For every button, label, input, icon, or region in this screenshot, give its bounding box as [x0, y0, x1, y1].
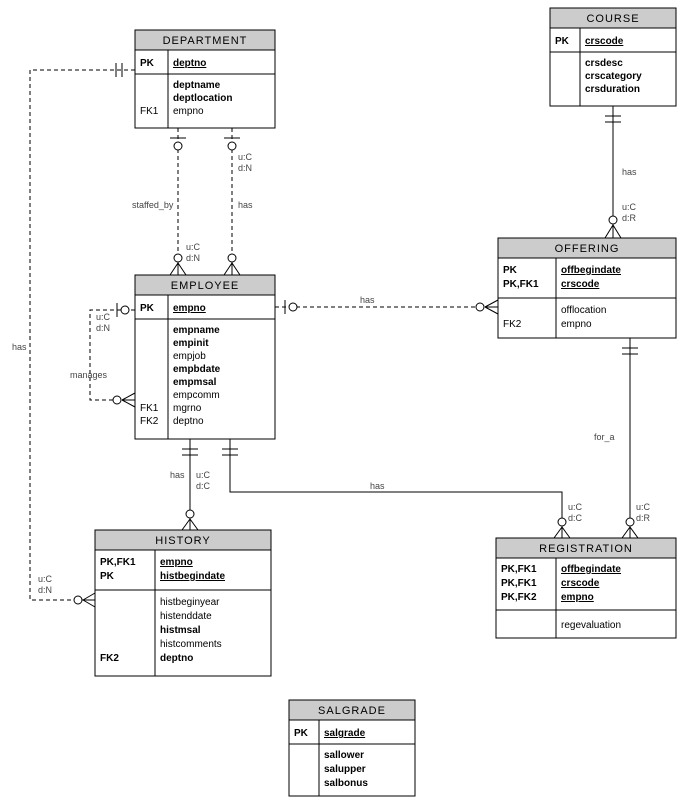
entity-history: HISTORY PK,FK1 PK empno histbegindate hi… — [95, 530, 271, 676]
svg-text:u:C: u:C — [196, 470, 211, 480]
svg-text:PK: PK — [294, 728, 309, 739]
rel-dept-has-emp-label: has — [238, 200, 253, 210]
svg-text:deptno: deptno — [173, 416, 204, 427]
svg-text:crscode: crscode — [561, 279, 600, 290]
svg-text:EMPLOYEE: EMPLOYEE — [171, 280, 240, 292]
svg-text:PK,FK1: PK,FK1 — [100, 557, 136, 568]
svg-text:empno: empno — [561, 592, 594, 603]
svg-text:d:C: d:C — [196, 481, 211, 491]
svg-text:DEPARTMENT: DEPARTMENT — [163, 35, 248, 47]
svg-text:empno: empno — [561, 319, 592, 330]
svg-text:PK: PK — [555, 36, 570, 47]
svg-text:PK: PK — [140, 303, 155, 314]
svg-text:u:C: u:C — [568, 502, 583, 512]
rel-emp-has-reg-label: has — [370, 481, 385, 491]
svg-text:d:N: d:N — [186, 253, 200, 263]
svg-text:d:R: d:R — [636, 513, 651, 523]
svg-text:empno: empno — [173, 303, 206, 314]
svg-text:d:N: d:N — [96, 323, 110, 333]
svg-text:empno: empno — [160, 557, 193, 568]
svg-text:offbegindate: offbegindate — [561, 265, 621, 276]
svg-text:histenddate: histenddate — [160, 611, 212, 622]
svg-text:REGISTRATION: REGISTRATION — [539, 543, 633, 555]
rel-emp-has-off-label: has — [360, 295, 375, 305]
svg-text:crscode: crscode — [561, 578, 600, 589]
svg-text:empbdate: empbdate — [173, 364, 221, 375]
svg-text:PK: PK — [100, 571, 115, 582]
svg-text:regevaluation: regevaluation — [561, 620, 621, 631]
entity-course: COURSE PK crscode crsdesc crscategory cr… — [550, 8, 676, 106]
svg-text:deptno: deptno — [173, 58, 206, 69]
entity-registration: REGISTRATION PK,FK1 PK,FK1 PK,FK2 offbeg… — [496, 538, 676, 638]
svg-text:d:N: d:N — [238, 163, 252, 173]
svg-text:PK,FK1: PK,FK1 — [503, 279, 539, 290]
svg-text:d:C: d:C — [568, 513, 583, 523]
svg-text:u:C: u:C — [636, 502, 651, 512]
svg-text:deptno: deptno — [160, 653, 193, 664]
svg-text:u:C: u:C — [622, 202, 637, 212]
svg-text:offlocation: offlocation — [561, 305, 606, 316]
svg-text:crsdesc: crsdesc — [585, 58, 623, 69]
svg-text:crscode: crscode — [585, 36, 624, 47]
svg-text:salupper: salupper — [324, 764, 366, 775]
svg-text:d:N: d:N — [38, 585, 52, 595]
svg-text:FK2: FK2 — [140, 416, 159, 427]
svg-text:histbegindate: histbegindate — [160, 571, 225, 582]
svg-text:d:R: d:R — [622, 213, 637, 223]
svg-text:crscategory: crscategory — [585, 71, 642, 82]
entity-offering: OFFERING PK PK,FK1 offbegindate crscode … — [498, 238, 676, 338]
svg-text:histbeginyear: histbeginyear — [160, 597, 220, 608]
rel-manages-label: manages — [70, 370, 108, 380]
svg-text:COURSE: COURSE — [586, 13, 639, 25]
rel-course-has-off-label: has — [622, 167, 637, 177]
svg-text:u:C: u:C — [186, 242, 201, 252]
svg-text:deptname: deptname — [173, 80, 221, 91]
svg-text:empno: empno — [173, 106, 204, 117]
svg-text:PK,FK2: PK,FK2 — [501, 592, 537, 603]
rel-dept-has-hist-label: has — [12, 342, 27, 352]
svg-text:sallower: sallower — [324, 750, 364, 761]
svg-text:u:C: u:C — [238, 152, 253, 162]
svg-text:FK1: FK1 — [140, 106, 159, 117]
rel-emp-has-hist-label: has — [170, 470, 185, 480]
svg-text:mgrno: mgrno — [173, 403, 202, 414]
svg-text:salbonus: salbonus — [324, 778, 368, 789]
svg-text:histcomments: histcomments — [160, 639, 222, 650]
svg-text:crsduration: crsduration — [585, 84, 640, 95]
svg-text:FK2: FK2 — [503, 319, 522, 330]
svg-text:empname: empname — [173, 325, 220, 336]
svg-text:SALGRADE: SALGRADE — [318, 705, 386, 717]
svg-text:u:C: u:C — [38, 574, 53, 584]
svg-text:FK2: FK2 — [100, 653, 119, 664]
svg-text:empmsal: empmsal — [173, 377, 217, 388]
svg-text:deptlocation: deptlocation — [173, 93, 232, 104]
entity-salgrade: SALGRADE PK salgrade sallower salupper s… — [289, 700, 415, 796]
svg-text:PK,FK1: PK,FK1 — [501, 564, 537, 575]
svg-text:PK: PK — [140, 58, 155, 69]
svg-text:u:C: u:C — [96, 312, 111, 322]
entity-employee: EMPLOYEE PK empno empname empinit empjob… — [135, 275, 275, 439]
svg-text:empinit: empinit — [173, 338, 209, 349]
svg-text:PK: PK — [503, 265, 518, 276]
svg-text:empcomm: empcomm — [173, 390, 220, 401]
svg-text:OFFERING: OFFERING — [555, 243, 620, 255]
svg-text:HISTORY: HISTORY — [155, 535, 211, 547]
svg-text:salgrade: salgrade — [324, 728, 366, 739]
svg-text:empjob: empjob — [173, 351, 206, 362]
svg-text:histmsal: histmsal — [160, 625, 201, 636]
rel-off-for-reg-label: for_a — [594, 432, 615, 442]
rel-staffed-by-label: staffed_by — [132, 200, 174, 210]
erd-diagram: staffed_by u:C d:N has u:C d:N has u:C d… — [0, 0, 690, 803]
svg-text:offbegindate: offbegindate — [561, 564, 621, 575]
entity-department: DEPARTMENT PK deptno deptname deptlocati… — [135, 30, 275, 128]
svg-text:FK1: FK1 — [140, 403, 159, 414]
svg-text:PK,FK1: PK,FK1 — [501, 578, 537, 589]
